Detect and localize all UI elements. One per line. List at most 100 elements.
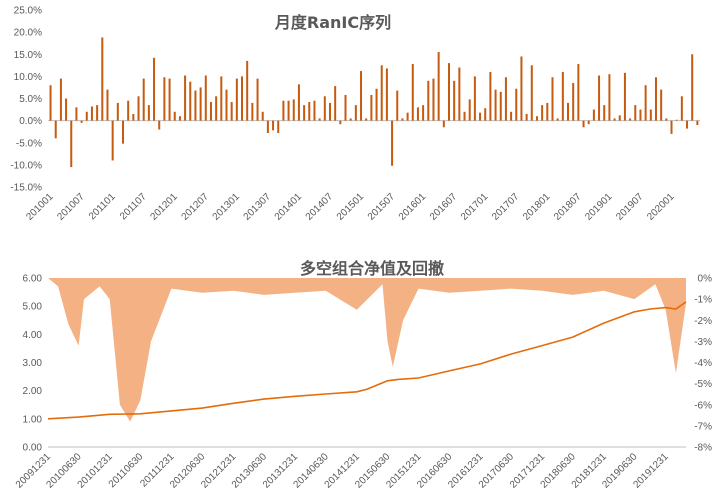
ic-bar — [396, 90, 399, 121]
ic-bar — [49, 85, 52, 121]
ic-bar — [675, 119, 678, 121]
ic-bar — [277, 120, 280, 134]
y-right-tick-label: -3% — [694, 337, 712, 348]
x-tick-label: 201807 — [552, 191, 584, 223]
ic-bar — [323, 96, 326, 121]
ic-bar — [520, 56, 523, 121]
y-tick-label: -15.0% — [10, 183, 42, 194]
x-tick-label: 201607 — [428, 191, 460, 223]
x-tick-label: 201201 — [149, 191, 181, 223]
ic-bar — [230, 102, 233, 121]
ic-bar — [90, 106, 93, 121]
x-tick-label: 201007 — [55, 191, 87, 223]
x-tick-label: 201707 — [490, 191, 522, 223]
x-tick-label: 201307 — [242, 191, 274, 223]
ic-bar — [158, 120, 161, 130]
ic-bar — [608, 74, 611, 121]
ic-bar — [111, 120, 114, 161]
ic-bar — [406, 112, 409, 121]
ic-bar — [96, 105, 99, 121]
ic-bar — [644, 85, 647, 121]
ic-bar — [577, 63, 580, 121]
x-tick-label: 201501 — [335, 191, 367, 223]
ic-bar — [184, 75, 187, 121]
ic-bar — [287, 100, 290, 121]
ic-bar — [458, 67, 461, 121]
ic-bar — [65, 98, 68, 121]
ic-bar — [303, 105, 306, 121]
ic-bar — [70, 120, 73, 168]
ic-bar — [634, 105, 637, 121]
ic-bar — [598, 75, 601, 121]
y-left-tick-label: 2.00 — [23, 386, 43, 397]
ic-bar — [453, 80, 456, 121]
y-tick-label: 25.0% — [14, 6, 42, 17]
ic-bar — [510, 111, 513, 121]
ic-bar — [416, 107, 419, 121]
ic-bar — [432, 78, 435, 121]
ic-bar — [173, 111, 176, 121]
ic-bar — [587, 120, 590, 125]
ic-bar — [665, 118, 668, 121]
ic-bar — [649, 109, 652, 121]
monthly-ic-chart: 25.0% 20.0% 15.0% 10.0% 5.0% 0.0% -5.0% -10.0% -… — [10, 6, 700, 223]
ic-bar — [344, 94, 347, 121]
ic-bar — [654, 77, 657, 121]
ic-bar — [225, 89, 228, 121]
ic-bar — [266, 120, 269, 134]
ic-bar — [313, 100, 316, 121]
ic-bar — [592, 109, 595, 121]
ic-bar — [484, 108, 487, 121]
ic-bar — [101, 37, 104, 121]
ic-bar — [401, 118, 404, 121]
ic-bar — [411, 63, 414, 121]
y-right-tick-label: -1% — [694, 295, 712, 306]
ic-bar — [422, 105, 425, 121]
ic-bar — [235, 78, 238, 121]
ic-bar — [499, 91, 502, 121]
ic-bar — [59, 78, 62, 121]
ic-bar — [85, 111, 88, 121]
x-tick-label: 201101 — [87, 191, 118, 222]
ic-bar — [246, 60, 249, 121]
chart2-title: 多空组合净值及回撤 — [300, 259, 444, 278]
ic-bar — [137, 96, 140, 121]
y-right-tick-label: -8% — [694, 443, 712, 454]
ic-bar — [282, 100, 285, 121]
ic-bar — [639, 109, 642, 121]
ic-bar — [479, 112, 482, 121]
nav-line — [47, 301, 687, 420]
ic-bar — [629, 118, 632, 121]
ic-bar — [163, 77, 166, 121]
ic-bar — [116, 102, 119, 121]
y-left-tick-label: 0.00 — [23, 443, 43, 454]
ic-bar — [142, 78, 145, 121]
ic-bar — [365, 118, 368, 121]
ic-bar — [546, 102, 549, 121]
ic-bar — [354, 105, 357, 121]
ic-bar — [209, 102, 212, 121]
ic-bar — [670, 120, 673, 134]
ic-bar — [686, 120, 689, 129]
ic-bar — [613, 118, 616, 121]
chart1-title: 月度RanIC序列 — [274, 13, 391, 32]
y-left-tick-label: 5.00 — [23, 302, 43, 313]
y-tick-label: 10.0% — [14, 72, 42, 83]
ic-bar — [504, 77, 507, 121]
ic-bar — [385, 68, 388, 121]
ic-bar — [168, 78, 171, 121]
ic-bar — [308, 102, 311, 121]
ic-bar — [567, 102, 570, 121]
ic-bar — [127, 100, 130, 121]
y-right-tick-label: -2% — [694, 316, 712, 327]
nav-drawdown-chart: 6.00 5.00 4.00 3.00 2.00 1.00 0.00 0% -1% -2% -3% -… — [14, 274, 712, 491]
ic-bar — [215, 96, 218, 121]
ic-bar — [339, 120, 342, 125]
y-right-tick-label: -6% — [694, 400, 712, 411]
ic-bar — [572, 83, 575, 121]
y-right-tick-label: 0% — [698, 274, 713, 285]
ic-bar — [680, 96, 683, 121]
ic-bar — [427, 80, 430, 121]
x-tick-label: 201901 — [583, 191, 615, 223]
x-tick-label: 201001 — [24, 191, 56, 223]
